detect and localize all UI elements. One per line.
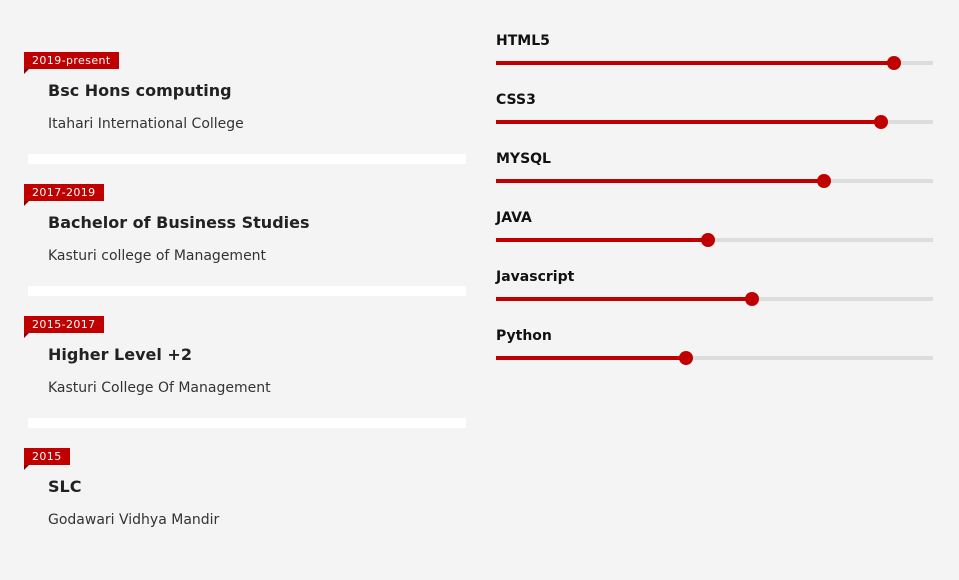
school-name: Itahari International College — [48, 116, 244, 132]
degree-title: Higher Level +2 — [48, 345, 192, 364]
skill-slider-handle — [700, 233, 715, 247]
school-name: Godawari Vidhya Mandir — [48, 512, 220, 528]
school-name: Kasturi college of Management — [48, 248, 267, 264]
divider — [28, 418, 466, 428]
education-item: 2015-2017 Higher Level +2 Kasturi Colleg… — [24, 316, 466, 448]
period-badge: 2015-2017 — [24, 316, 104, 338]
skill-slider-handle — [873, 115, 888, 129]
divider — [28, 154, 466, 164]
education-timeline: 2019-present Bsc Hons computing Itahari … — [24, 52, 466, 580]
period-badge: 2019-present — [24, 52, 119, 74]
degree-title: SLC — [48, 477, 82, 496]
skill-item: Javascript — [496, 269, 933, 328]
skill-item: MYSQL — [496, 151, 933, 210]
skill-track — [496, 56, 933, 70]
skill-fill — [496, 356, 687, 360]
skill-fill — [496, 120, 881, 124]
degree-title: Bachelor of Business Studies — [48, 213, 310, 232]
skill-fill — [496, 61, 894, 65]
degree-title: Bsc Hons computing — [48, 81, 232, 100]
skill-item: JAVA — [496, 210, 933, 269]
education-item: 2017-2019 Bachelor of Business Studies K… — [24, 184, 466, 316]
skill-name: JAVA — [496, 210, 532, 226]
skill-name: Javascript — [496, 269, 575, 285]
skill-item: CSS3 — [496, 92, 933, 151]
period-badge: 2017-2019 — [24, 184, 104, 206]
skill-slider-handle — [679, 351, 694, 365]
skill-name: HTML5 — [496, 33, 550, 49]
skill-item: HTML5 — [496, 33, 933, 92]
skill-track — [496, 233, 933, 247]
skill-track — [496, 115, 933, 129]
skill-fill — [496, 297, 752, 301]
skill-fill — [496, 238, 708, 242]
divider — [28, 286, 466, 296]
skill-slider-handle — [816, 174, 831, 188]
education-item: 2019-present Bsc Hons computing Itahari … — [24, 52, 466, 184]
period-badge: 2015 — [24, 448, 70, 470]
skill-track — [496, 351, 933, 365]
skill-name: Python — [496, 328, 552, 344]
education-item: 2015 SLC Godawari Vidhya Mandir — [24, 448, 466, 580]
skill-slider-handle — [744, 292, 759, 306]
skill-track — [496, 174, 933, 188]
skill-slider-handle — [886, 56, 901, 70]
skill-track — [496, 292, 933, 306]
skill-item: Python — [496, 328, 933, 387]
school-name: Kasturi College Of Management — [48, 380, 271, 396]
skill-fill — [496, 179, 824, 183]
skill-name: CSS3 — [496, 92, 536, 108]
skills-list: HTML5 CSS3 MYSQL JAVA — [496, 33, 933, 387]
skill-name: MYSQL — [496, 151, 551, 167]
